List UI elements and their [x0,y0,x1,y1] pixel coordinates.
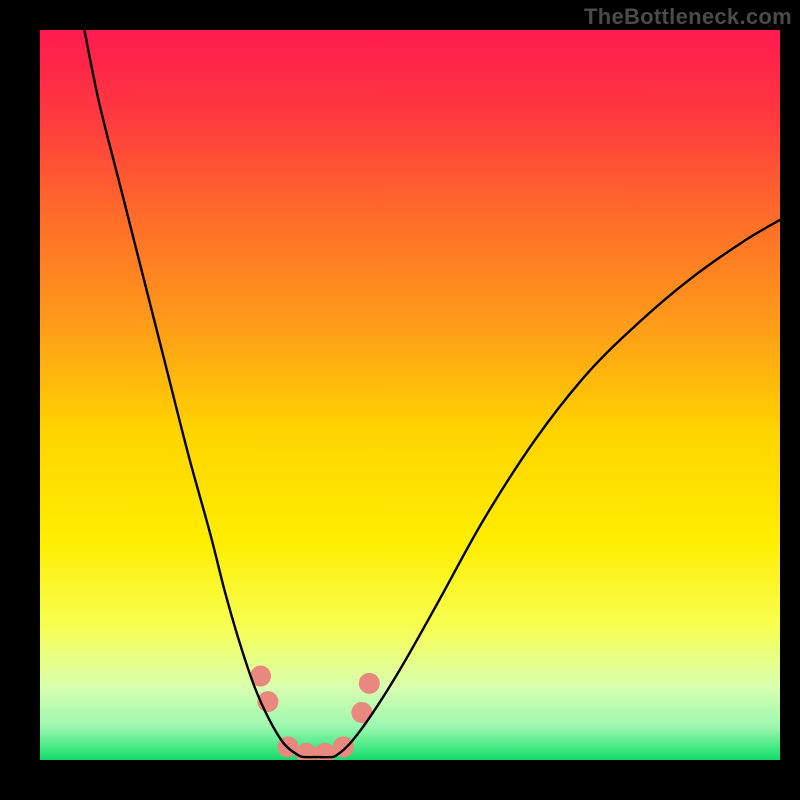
data-dot [333,737,353,757]
plot-svg [40,30,780,760]
data-dot [359,673,379,693]
watermark-text: TheBottleneck.com [584,4,792,30]
plot-area [40,30,780,760]
chart-canvas: TheBottleneck.com [0,0,800,800]
